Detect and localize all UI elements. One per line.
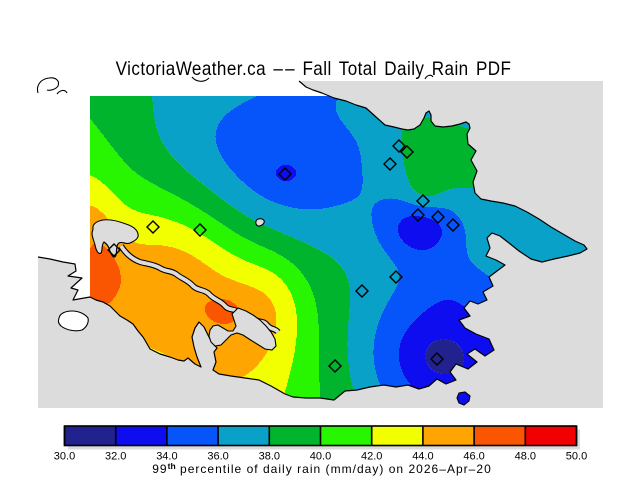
svg-text:42.0: 42.0 [361,451,382,463]
svg-text:34.0: 34.0 [156,451,177,463]
svg-text:40.0: 40.0 [310,451,331,463]
svg-text:32.0: 32.0 [105,451,126,463]
svg-text:48.0: 48.0 [515,451,536,463]
svg-text:46.0: 46.0 [463,451,484,463]
svg-text:36.0: 36.0 [207,451,228,463]
svg-text:44.0: 44.0 [412,451,433,463]
svg-text:38.0: 38.0 [259,451,280,463]
svg-text:99th percentile of daily rain: 99th percentile of daily rain (mm/day) o… [152,461,492,476]
svg-text:50.0: 50.0 [566,451,587,463]
svg-text:30.0: 30.0 [54,451,75,463]
svg-text:VictoriaWeather.ca – – Fall To: VictoriaWeather.ca – – Fall Total Daily … [116,57,512,79]
